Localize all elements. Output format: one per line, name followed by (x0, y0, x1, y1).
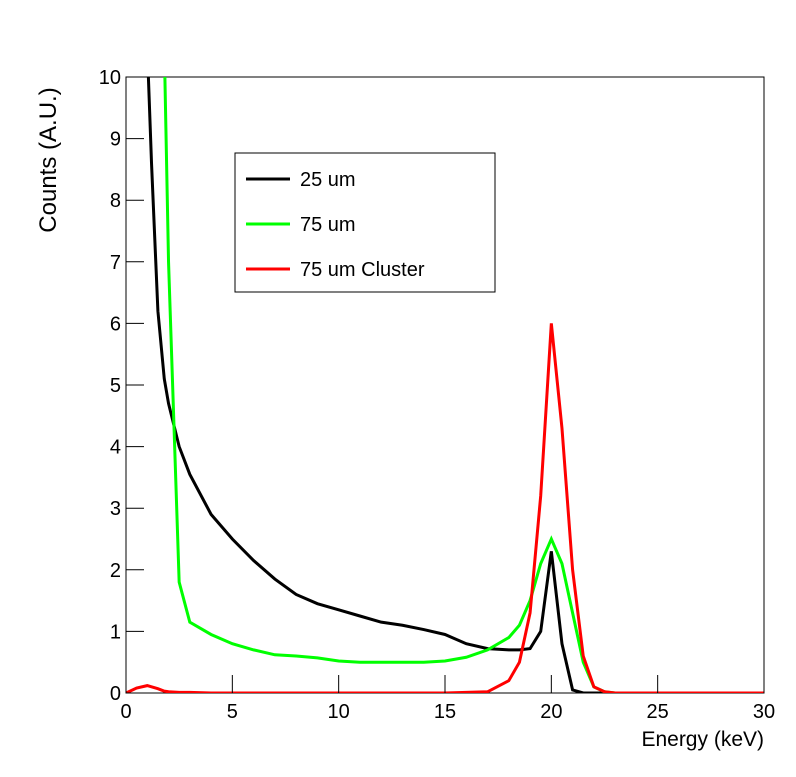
y-tick-label: 0 (110, 683, 121, 705)
y-tick-label: 4 (110, 437, 121, 459)
legend-label: 75 um (300, 214, 356, 236)
legend-label: 25 um (300, 169, 356, 191)
plot-lines (126, 77, 764, 693)
series-line (126, 323, 764, 693)
x-tick-label: 30 (753, 701, 775, 723)
x-tick-label: 0 (120, 701, 131, 723)
y-tick-label: 3 (110, 498, 121, 520)
y-tick-label: 5 (110, 375, 121, 397)
y-tick-label: 6 (110, 313, 121, 335)
y-tick-label: 1 (110, 621, 121, 643)
x-tick-label: 5 (227, 701, 238, 723)
y-tick-label: 9 (110, 129, 121, 151)
y-tick-label: 10 (99, 67, 121, 89)
x-axis-label: Energy (keV) (641, 728, 764, 751)
y-axis-label: Counts (A.U.) (35, 87, 62, 232)
series-line (146, 77, 764, 693)
x-tick-label: 15 (434, 701, 456, 723)
legend-label: 75 um Cluster (300, 259, 425, 281)
series-line (163, 77, 764, 693)
y-tick-label: 2 (110, 560, 121, 582)
x-tick-label: 25 (647, 701, 669, 723)
x-tick-label: 10 (328, 701, 350, 723)
y-tick-label: 7 (110, 252, 121, 274)
y-tick-label: 8 (110, 190, 121, 212)
x-tick-label: 20 (540, 701, 562, 723)
